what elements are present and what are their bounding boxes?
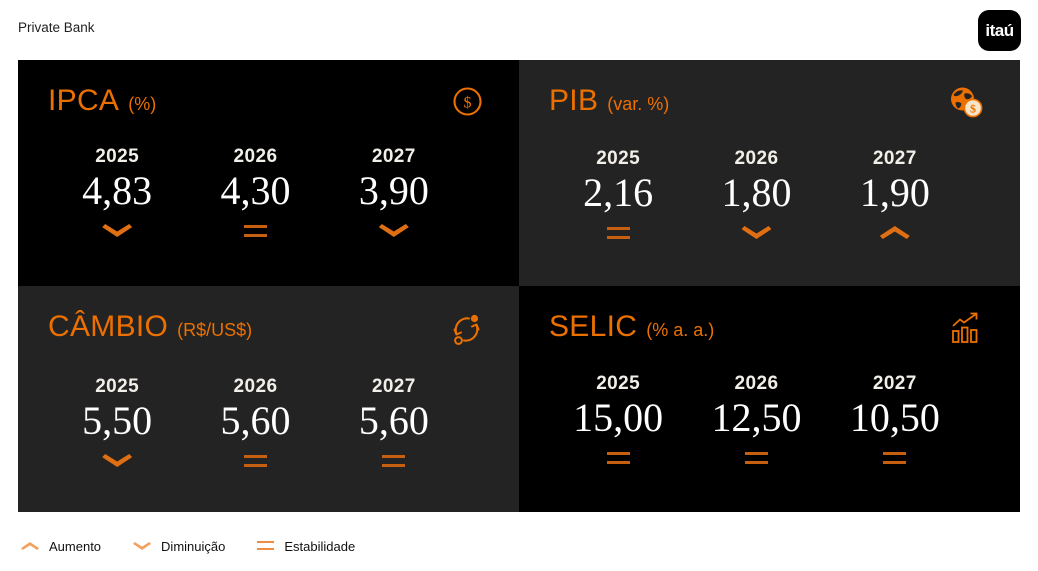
trend-icon	[243, 453, 267, 468]
year-label: 2027	[872, 148, 917, 169]
projection-column: 2025 15,00	[549, 373, 687, 465]
indicator-name: CÂMBIO	[48, 310, 169, 343]
trend-icon	[378, 223, 409, 238]
brand-label: Private Bank	[18, 20, 95, 35]
year-label: 2026	[233, 376, 278, 397]
trend-icon	[382, 453, 406, 468]
year-label: 2025	[95, 146, 140, 167]
year-label: 2027	[371, 376, 416, 397]
projection-column: 2027 3,90	[325, 146, 463, 238]
indicator-value: 5,50	[82, 398, 153, 443]
projection-column: 2026 5,60	[186, 376, 324, 468]
card-header: CÂMBIO (R$/US$)	[18, 286, 519, 352]
globe-dollar-icon: $	[948, 86, 984, 124]
indicator-unit: (% a. a.)	[646, 320, 715, 340]
projection-column: 2025 4,83	[48, 146, 186, 238]
legend-label: Estabilidade	[284, 538, 356, 554]
trend-icon	[102, 223, 133, 238]
indicator-value: 4,83	[82, 168, 153, 213]
indicator-value: 1,90	[859, 170, 930, 215]
card-title: SELIC (% a. a.)	[549, 310, 714, 344]
trend-icon	[879, 225, 910, 240]
year-label: 2026	[233, 146, 278, 167]
projection-column: 2026 12,50	[687, 373, 825, 465]
dollar-circle-icon: $	[452, 86, 483, 122]
year-label: 2026	[734, 148, 779, 169]
year-label: 2027	[371, 146, 416, 167]
indicator-unit: (var. %)	[607, 94, 670, 114]
projection-column: 2025 2,16	[549, 148, 687, 240]
card-title: PIB (var. %)	[549, 84, 669, 118]
trend-icon	[883, 450, 907, 465]
legend-item-estabilidade: Estabilidade	[257, 537, 355, 555]
trend-icon	[102, 453, 133, 468]
card-header: PIB (var. %) $	[519, 60, 1020, 124]
indicator-value: 5,60	[220, 398, 291, 443]
indicator-unit: (R$/US$)	[177, 320, 253, 340]
card-title: CÂMBIO (R$/US$)	[48, 310, 252, 344]
indicator-name: IPCA	[48, 84, 120, 117]
bar-chart-growth-icon	[950, 312, 984, 349]
card-title: IPCA (%)	[48, 84, 156, 118]
chevron-up-icon	[21, 537, 39, 555]
indicator-value: 2,16	[583, 170, 654, 215]
indicator-value: 1,80	[721, 170, 792, 215]
indicator-value: 3,90	[358, 168, 429, 213]
legend: Aumento Diminuição Estabilidade	[21, 537, 355, 555]
year-label: 2025	[596, 148, 641, 169]
projection-column: 2026 1,80	[687, 148, 825, 240]
card-selic: SELIC (% a. a.) 2025 15,00	[519, 286, 1020, 512]
indicators-grid: IPCA (%) $ 2025 4,83 2026	[18, 60, 1020, 512]
projection-column: 2026 4,30	[186, 146, 324, 238]
indicator-value: 15,00	[573, 395, 664, 440]
equals-icon	[257, 537, 275, 555]
legend-label: Aumento	[49, 538, 102, 554]
indicator-value: 4,30	[220, 168, 291, 213]
legend-item-diminuicao: Diminuição	[133, 537, 225, 555]
indicator-value: 12,50	[711, 395, 802, 440]
card-ipca: IPCA (%) $ 2025 4,83 2026	[18, 60, 519, 286]
card-cambio: CÂMBIO (R$/US$) 2025	[18, 286, 519, 512]
card-header: SELIC (% a. a.)	[519, 286, 1020, 349]
card-header: IPCA (%) $	[18, 60, 519, 122]
itau-logo-text: itaú	[985, 20, 1014, 40]
card-pib: PIB (var. %) $ 2025 2	[519, 60, 1020, 286]
itau-logo: itaú	[978, 10, 1021, 51]
projection-row: 2025 5,50 2026 5,60 2027 5,60	[18, 352, 519, 468]
svg-text:$: $	[464, 95, 472, 112]
trend-icon	[741, 225, 772, 240]
legend-item-aumento: Aumento	[21, 537, 101, 555]
projection-column: 2027 10,50	[826, 373, 964, 465]
indicator-name: SELIC	[549, 310, 638, 343]
year-label: 2025	[596, 373, 641, 394]
currency-exchange-icon	[450, 312, 483, 352]
projection-column: 2025 5,50	[48, 376, 186, 468]
projection-column: 2027 1,90	[826, 148, 964, 240]
legend-label: Diminuição	[161, 538, 226, 554]
trend-icon	[606, 450, 630, 465]
chevron-down-icon	[133, 537, 152, 555]
projection-row: 2025 15,00 2026 12,50 2027 10,50	[519, 349, 1020, 465]
projection-row: 2025 2,16 2026 1,80 2027 1,90	[519, 124, 1020, 240]
projection-row: 2025 4,83 2026 4,30 2027 3,90	[18, 122, 519, 238]
indicator-name: PIB	[549, 84, 599, 117]
svg-text:$: $	[970, 102, 976, 116]
indicator-value: 5,60	[358, 398, 429, 443]
trend-icon	[243, 223, 267, 238]
year-label: 2026	[734, 373, 779, 394]
trend-icon	[606, 225, 630, 240]
indicator-unit: (%)	[128, 94, 157, 114]
trend-icon	[744, 450, 768, 465]
year-label: 2025	[95, 376, 140, 397]
projection-column: 2027 5,60	[325, 376, 463, 468]
year-label: 2027	[872, 373, 917, 394]
indicator-value: 10,50	[849, 395, 940, 440]
